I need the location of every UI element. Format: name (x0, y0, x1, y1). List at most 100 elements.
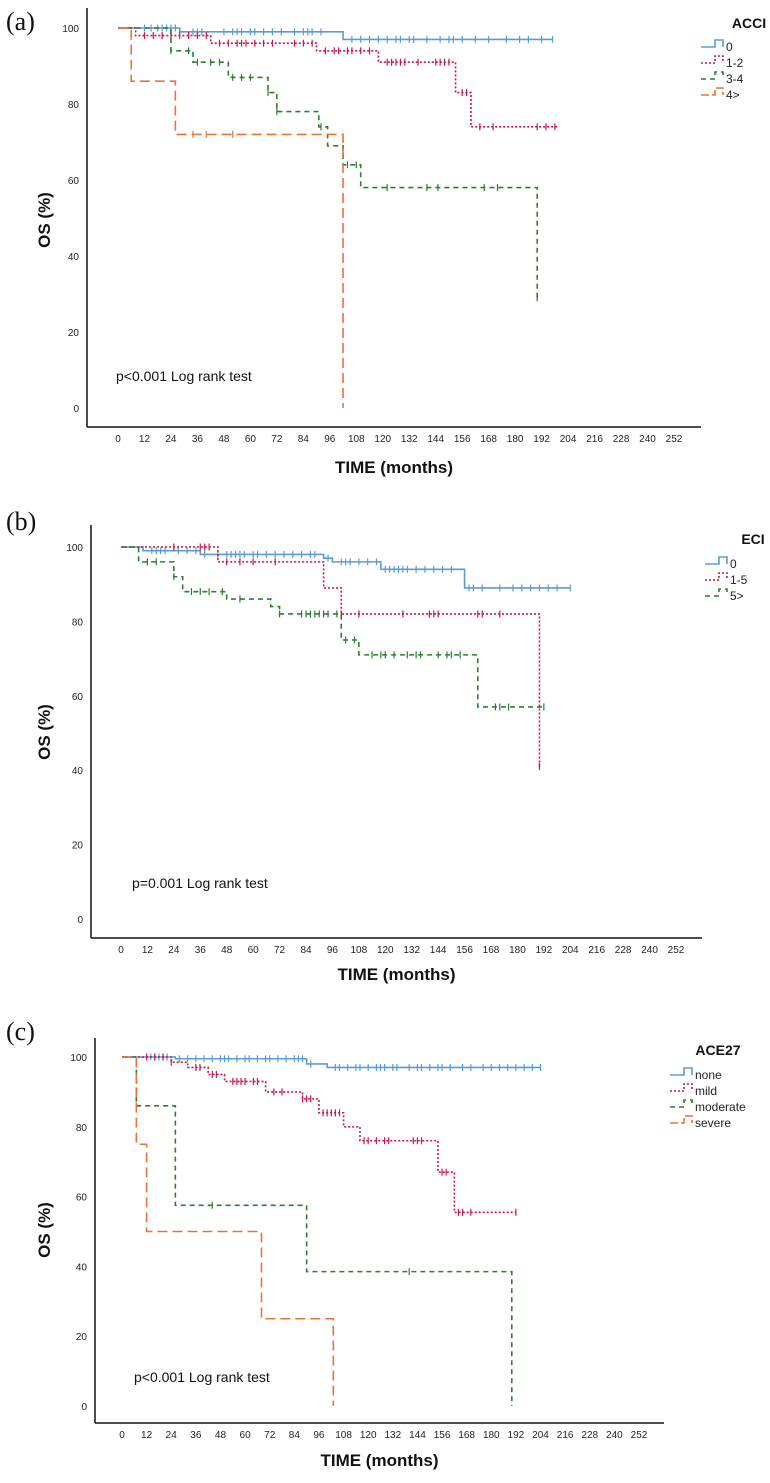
x-tick-label: 84 (289, 1430, 301, 1441)
km-panel-c: (c) 0 12 24 36 48 60 72 84 96 108 120 132 144 156 168 18… (6, 1017, 746, 1470)
survival-curve (122, 1056, 516, 1214)
series-severe (122, 1056, 335, 1406)
legend: ECI 0 1-5 5> (705, 531, 765, 603)
legend-item-label: severe (695, 1116, 731, 1130)
y-axis-title: OS (%) (35, 704, 54, 760)
x-axis-title: TIME (months) (337, 965, 455, 984)
x-tick-label: 144 (430, 945, 447, 956)
survival-curve (122, 1056, 541, 1069)
x-tick-label: 96 (324, 434, 336, 445)
series-1-5 (121, 543, 541, 770)
legend-swatch (701, 39, 724, 48)
legend-item-label: 1-5 (730, 573, 748, 587)
x-tick-label: 60 (245, 434, 257, 445)
x-tick-label: 36 (192, 434, 204, 445)
survival-curve (121, 546, 544, 708)
x-tick-label: 36 (190, 1430, 202, 1441)
x-tick-label: 156 (456, 945, 473, 956)
y-tick-label: 40 (76, 1262, 88, 1273)
panel-label: (b) (6, 507, 36, 536)
legend-item-label: 3-4 (726, 72, 744, 86)
series-4> (118, 27, 344, 408)
x-tick-label: 12 (139, 434, 151, 445)
x-axis-title: TIME (months) (320, 1451, 438, 1470)
log-rank-annotation: p<0.001 Log rank test (116, 368, 252, 384)
x-tick-label: 240 (641, 945, 658, 956)
survival-curve (121, 546, 541, 767)
x-tick-label: 228 (581, 1430, 598, 1441)
legend-item-label: 0 (730, 557, 737, 571)
survival-curve (118, 27, 560, 128)
x-tick-label: 216 (586, 434, 603, 445)
legend-swatch (670, 1067, 693, 1076)
legend-item-label: mild (695, 1084, 717, 1098)
x-tick-label: 180 (507, 434, 524, 445)
series-3-4 (118, 27, 539, 302)
y-tick-label: 60 (72, 692, 84, 703)
series-mild (122, 1053, 517, 1216)
x-tick-label: 180 (483, 1430, 500, 1441)
series-1-2 (118, 27, 560, 131)
x-tick-label: 72 (264, 1430, 276, 1441)
y-tick-label: 0 (73, 404, 79, 415)
survival-curve (122, 1056, 335, 1406)
x-tick-label: 144 (427, 434, 444, 445)
y-tick-label: 80 (76, 1123, 88, 1134)
y-tick-label: 0 (81, 1402, 87, 1413)
legend-item-label: 5> (730, 589, 744, 603)
x-tick-label: 144 (409, 1430, 426, 1441)
y-axis-title: OS (%) (35, 192, 54, 248)
legend-swatch (670, 1115, 693, 1124)
legend-item-label: 1-2 (726, 56, 744, 70)
legend-swatch (705, 556, 728, 565)
y-tick-label: 80 (68, 100, 80, 111)
legend-title: ACE27 (695, 1042, 740, 1058)
x-tick-label: 168 (483, 945, 500, 956)
x-tick-label: 192 (536, 945, 553, 956)
x-tick-label: 24 (166, 1430, 178, 1441)
x-tick-label: 72 (274, 945, 286, 956)
survival-curve (118, 27, 344, 408)
survival-curve (118, 27, 553, 41)
x-tick-label: 228 (613, 434, 630, 445)
x-tick-label: 96 (327, 945, 339, 956)
legend: ACE27 none mild moderate severe (670, 1042, 746, 1130)
legend-swatch (701, 55, 724, 64)
x-tick-label: 168 (480, 434, 497, 445)
x-tick-label: 132 (403, 945, 420, 956)
panel-label: (a) (6, 7, 35, 36)
legend-item-label: 0 (726, 40, 733, 54)
x-tick-label: 252 (668, 945, 685, 956)
x-tick-label: 96 (313, 1430, 325, 1441)
x-tick-label: 216 (588, 945, 605, 956)
x-tick-label: 72 (271, 434, 283, 445)
x-tick-label: 156 (454, 434, 471, 445)
x-tick-label: 204 (532, 1430, 549, 1441)
x-tick-label: 108 (348, 434, 365, 445)
x-tick-label: 24 (168, 945, 180, 956)
legend-swatch (705, 572, 728, 581)
x-tick-label: 120 (374, 434, 391, 445)
x-tick-label: 192 (508, 1430, 525, 1441)
x-tick-label: 240 (639, 434, 656, 445)
x-tick-label: 132 (384, 1430, 401, 1441)
y-tick-label: 40 (68, 252, 80, 263)
x-tick-label: 108 (351, 945, 368, 956)
y-axis-title: OS (%) (35, 1202, 54, 1258)
x-axis-title: TIME (months) (335, 458, 453, 477)
x-tick-label: 228 (615, 945, 632, 956)
x-tick-label: 60 (248, 945, 260, 956)
x-tick-label: 120 (360, 1430, 377, 1441)
x-tick-label: 0 (115, 434, 121, 445)
y-tick-label: 80 (72, 617, 84, 628)
y-tick-label: 100 (62, 24, 79, 35)
x-tick-label: 0 (119, 1430, 125, 1441)
y-tick-label: 40 (72, 766, 84, 777)
legend-title: ACCI (732, 15, 766, 31)
km-panel-b: (b) 0 12 24 36 48 60 72 84 96 108 120 132 144 156 168 18… (6, 507, 765, 984)
y-tick-label: 0 (77, 915, 83, 926)
x-tick-label: 240 (606, 1430, 623, 1441)
y-tick-label: 20 (68, 328, 80, 339)
legend-item-label: none (695, 1068, 722, 1082)
